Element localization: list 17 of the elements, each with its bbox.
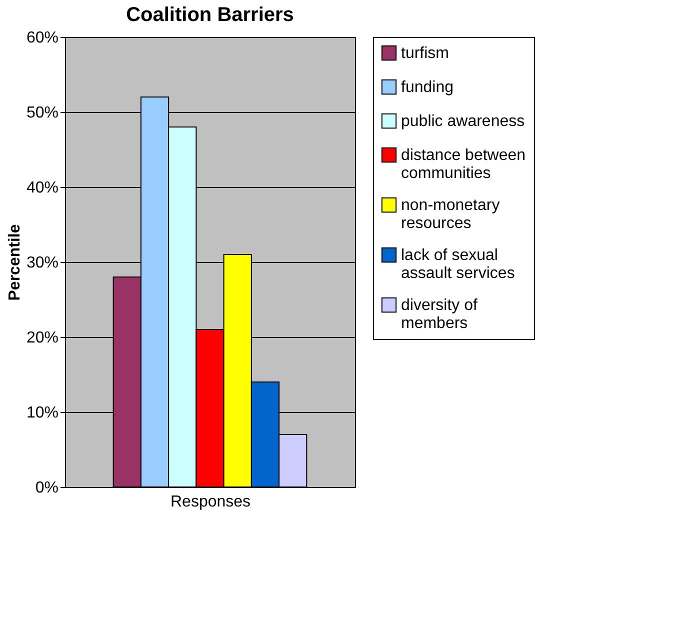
legend-label: lack of sexual assault services [401,247,515,282]
y-tick-label: 30% [26,254,58,272]
y-tick-label: 40% [26,180,58,196]
y-tick-label: 60% [26,30,58,46]
chart-title: Coalition Barriers [126,4,294,26]
legend-label: public awareness [401,113,525,130]
y-axis-title: Percentile [6,224,24,301]
legend-label: distance between communities [401,147,526,182]
legend-label: turfism [401,45,449,62]
y-tick-label: 20% [26,330,58,346]
x-axis-title: Responses [170,494,251,510]
legend-label: funding [401,79,454,96]
legend-label: diversity of members [401,297,478,332]
y-tick-label: 10% [26,404,58,422]
y-tick-label: 0% [35,480,58,496]
y-tick-label: 50% [26,104,58,122]
legend-label: non-monetary resources [401,197,500,232]
